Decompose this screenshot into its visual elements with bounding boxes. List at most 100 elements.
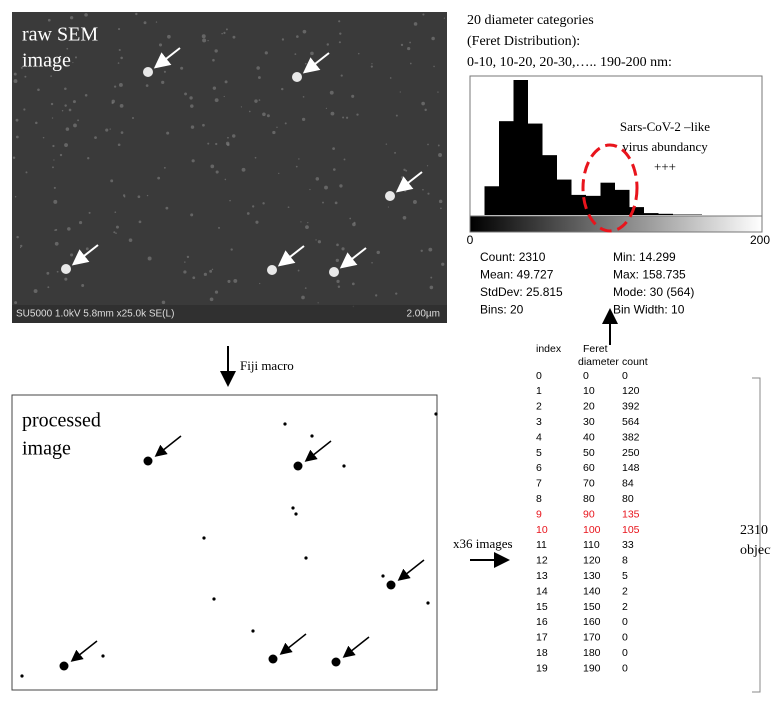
speck <box>272 131 275 134</box>
stat: Bin Width: 10 <box>613 303 685 317</box>
stat: Mean: 49.727 <box>480 268 554 282</box>
speck <box>259 283 260 284</box>
speck <box>52 166 54 168</box>
speck <box>336 259 339 262</box>
speck <box>395 293 397 295</box>
particle <box>144 457 153 466</box>
processed-image <box>12 395 437 690</box>
speck <box>315 239 316 240</box>
speck <box>207 40 208 41</box>
table-cell: 100 <box>583 524 601 536</box>
speck <box>377 251 380 254</box>
speck <box>225 179 227 181</box>
speck <box>190 213 193 216</box>
speck <box>164 71 166 73</box>
speck <box>167 35 171 39</box>
speck <box>341 75 343 77</box>
speck <box>232 134 235 137</box>
speck <box>135 13 137 15</box>
table-cell: 190 <box>583 662 601 674</box>
speck <box>25 171 27 173</box>
objects-label: objects <box>740 543 771 558</box>
stat: StdDev: 25.815 <box>480 285 563 299</box>
table-cell: 150 <box>583 601 601 613</box>
speck <box>305 225 309 229</box>
sem-image <box>12 12 447 323</box>
speck <box>215 143 217 145</box>
speck <box>414 22 418 26</box>
table-cell: 20 <box>583 401 595 413</box>
speck <box>120 104 124 108</box>
speck <box>430 277 432 279</box>
speck <box>77 119 79 121</box>
x-tick-label: 0 <box>467 233 474 247</box>
speck <box>85 94 88 97</box>
speck <box>440 208 442 210</box>
table-cell: 2 <box>536 401 542 413</box>
speck <box>233 36 236 39</box>
table-cell: 90 <box>583 508 595 520</box>
speck <box>322 202 324 204</box>
particle <box>294 462 303 471</box>
table-cell: 80 <box>583 493 595 505</box>
speck <box>14 79 18 83</box>
speck <box>110 128 111 129</box>
particle <box>61 264 71 274</box>
speck <box>70 253 73 256</box>
particle <box>387 581 396 590</box>
speck <box>212 59 215 62</box>
speck <box>336 244 339 247</box>
speck <box>405 170 407 172</box>
speck <box>166 132 169 135</box>
speck <box>164 167 166 169</box>
table-cell: 130 <box>583 570 601 582</box>
table-cell: 11 <box>536 539 547 551</box>
speck <box>113 231 115 233</box>
speck <box>156 21 157 22</box>
speck <box>441 263 444 266</box>
speck <box>256 66 260 70</box>
speck <box>87 157 89 159</box>
speck <box>180 67 183 70</box>
table-cell: 382 <box>622 431 640 443</box>
speck <box>183 270 186 273</box>
speck <box>296 166 298 168</box>
speck <box>53 159 54 160</box>
hist-title: 20 diameter categories <box>467 13 594 28</box>
speck <box>215 291 218 294</box>
speck <box>444 18 445 19</box>
speck <box>110 179 113 182</box>
speck <box>162 301 165 304</box>
particle <box>329 267 339 277</box>
speck <box>114 211 116 213</box>
sem-label: image <box>22 50 71 72</box>
speck <box>324 186 328 190</box>
speck <box>294 512 297 515</box>
speck <box>115 232 117 234</box>
speck <box>20 247 21 248</box>
speck <box>16 136 19 139</box>
speck <box>346 117 348 119</box>
speck <box>23 108 25 110</box>
speck <box>60 154 62 156</box>
speck <box>298 270 300 272</box>
speck <box>13 156 15 158</box>
table-cell: 19 <box>536 662 548 674</box>
stat: Bins: 20 <box>480 303 524 317</box>
speck <box>47 286 49 288</box>
step-label: Fiji macro <box>240 358 294 373</box>
sem-label: raw SEM <box>22 24 98 46</box>
speck <box>81 284 84 287</box>
speck <box>57 271 59 273</box>
table-cell: 5 <box>622 570 628 582</box>
speck <box>202 124 205 127</box>
table-cell: 7 <box>536 478 542 490</box>
speck <box>437 91 438 92</box>
speck <box>404 190 406 192</box>
speck <box>430 286 434 290</box>
hist-title: (Feret Distribution): <box>467 34 580 49</box>
speck <box>439 200 443 204</box>
speck <box>309 189 310 190</box>
speck <box>401 176 404 179</box>
speck <box>157 177 160 180</box>
